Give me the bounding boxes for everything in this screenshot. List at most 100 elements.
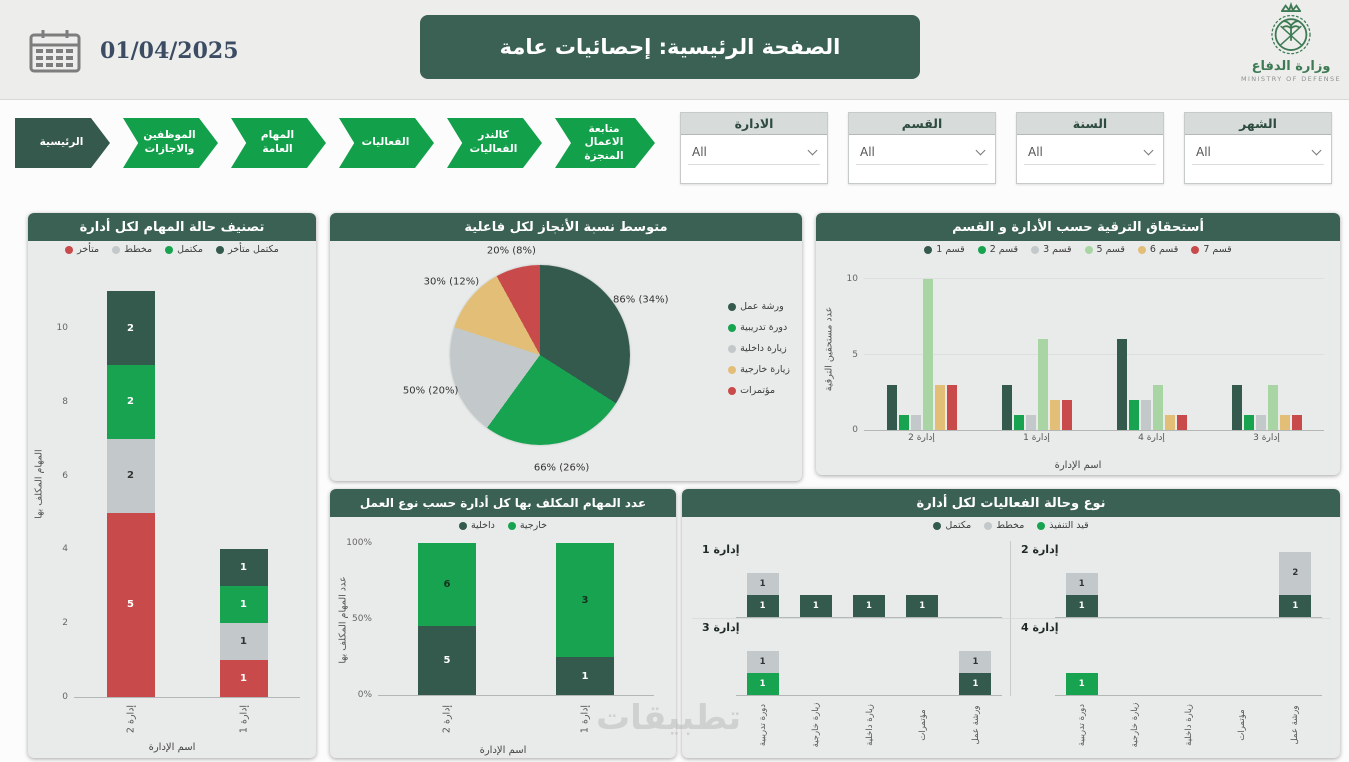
bar-دورة تدريبية[interactable]: 1 — [1065, 623, 1098, 695]
bar-segment[interactable]: 1 — [959, 651, 992, 674]
bar-segment[interactable]: 1 — [746, 573, 779, 595]
bar-زيارة داخلية[interactable] — [853, 623, 885, 696]
bar-segment[interactable]: 2 — [106, 364, 155, 439]
bar-segment[interactable]: 1 — [1065, 673, 1098, 695]
bar-segment[interactable]: 1 — [219, 586, 268, 624]
bar-segment[interactable]: 1 — [746, 651, 779, 674]
chevron-down-icon[interactable] — [975, 145, 986, 156]
bar-قسم 6[interactable] — [934, 384, 945, 430]
legend-item[interactable]: قسم 2 — [977, 244, 1018, 255]
bar-segment[interactable]: 5 — [106, 512, 155, 697]
nav-item-events[interactable]: الفعاليات — [339, 118, 434, 168]
bar-قسم 2[interactable] — [1013, 414, 1024, 430]
bar-segment[interactable]: 6 — [418, 543, 476, 626]
chevron-down-icon[interactable] — [1311, 145, 1322, 156]
bar-قسم 1[interactable] — [1116, 339, 1127, 430]
bar-قسم 5[interactable] — [1267, 384, 1278, 430]
legend-item[interactable]: زيارة خارجية — [728, 364, 790, 375]
bar-قسم 7[interactable] — [946, 384, 957, 430]
legend-item[interactable]: قسم 6 — [1137, 244, 1178, 255]
nav-item-employees-vacations[interactable]: الموظفين والاجازات — [123, 118, 218, 168]
bar-segment[interactable]: 1 — [906, 594, 939, 617]
nav-item-events-calendar[interactable]: كالندر الفعاليات — [447, 118, 542, 168]
bar-segment[interactable]: 2 — [1279, 551, 1312, 595]
bar-زيارة خارجية[interactable] — [1119, 545, 1151, 617]
legend-item[interactable]: داخلية — [458, 520, 495, 531]
bar-قسم 3[interactable] — [1140, 399, 1151, 430]
bar-segment[interactable]: 1 — [799, 594, 832, 617]
bar-segment[interactable]: 3 — [556, 543, 614, 657]
month-dropdown[interactable]: All — [1192, 140, 1324, 165]
legend-item[interactable]: دورة تدريبية — [728, 322, 787, 333]
bar-قسم 5[interactable] — [1152, 384, 1163, 430]
bar-segment[interactable]: 1 — [746, 594, 779, 617]
bar-segment[interactable]: 5 — [418, 625, 476, 695]
bar-إدارة 2[interactable]: 5 2 2 2 — [106, 269, 155, 697]
bar-قسم 6[interactable] — [1164, 414, 1175, 430]
bar-قسم 7[interactable] — [1061, 399, 1072, 430]
bar-إدارة 2[interactable]: 56 — [418, 543, 476, 695]
bar-segment[interactable]: 1 — [219, 660, 268, 697]
chevron-down-icon[interactable] — [807, 145, 818, 156]
bar-قسم 1[interactable] — [886, 384, 897, 430]
legend-item[interactable]: قسم 7 — [1191, 244, 1232, 255]
administration-dropdown[interactable]: All — [688, 140, 820, 165]
legend-item[interactable]: زيارة داخلية — [728, 343, 787, 354]
legend-item[interactable]: قسم 3 — [1031, 244, 1072, 255]
bar-قسم 6[interactable] — [1279, 414, 1290, 430]
bar-قسم 2[interactable] — [1243, 414, 1254, 430]
department-dropdown[interactable]: All — [856, 140, 988, 165]
bar-قسم 3[interactable] — [1255, 414, 1266, 430]
bar-قسم 3[interactable] — [1025, 414, 1036, 430]
bar-segment[interactable]: 2 — [106, 438, 155, 513]
bar-segment[interactable]: 1 — [959, 673, 992, 695]
bar-إدارة 1[interactable]: 13 — [556, 543, 614, 695]
bar-segment[interactable]: 1 — [853, 594, 885, 617]
bar-إدارة 1[interactable]: 1 1 1 1 — [219, 269, 268, 697]
pie-chart[interactable] — [450, 265, 630, 445]
bar-زيارة داخلية[interactable]: 1 — [853, 545, 885, 617]
legend-item[interactable]: ورشة عمل — [728, 301, 784, 312]
bar-segment[interactable]: 1 — [1065, 594, 1098, 617]
bar-مؤتمرات[interactable] — [906, 623, 938, 696]
year-dropdown[interactable]: All — [1024, 140, 1156, 165]
bar-مؤتمرات[interactable]: 1 — [906, 545, 939, 617]
bar-ورشة عمل[interactable] — [959, 545, 991, 617]
legend-item[interactable]: مخطط — [112, 244, 152, 255]
bar-زيارة خارجية[interactable]: 1 — [799, 545, 832, 617]
bar-زيارة خارجية[interactable] — [1119, 623, 1151, 696]
bar-ورشة عمل[interactable]: 11 — [959, 623, 992, 695]
legend-item[interactable]: مكتمل متأخر — [216, 244, 279, 255]
legend-item[interactable]: خارجية — [507, 520, 547, 531]
bar-قسم 3[interactable] — [910, 414, 921, 430]
bar-زيارة داخلية[interactable] — [1173, 623, 1205, 696]
legend-item[interactable]: متأخر — [65, 244, 99, 255]
nav-item-general-tasks[interactable]: المهام العامة — [231, 118, 326, 168]
bar-segment[interactable]: 1 — [219, 623, 268, 661]
bar-ورشة عمل[interactable]: 12 — [1279, 545, 1312, 617]
bar-ورشة عمل[interactable] — [1279, 623, 1311, 696]
chevron-down-icon[interactable] — [1143, 145, 1154, 156]
bar-segment[interactable]: 1 — [746, 673, 779, 695]
nav-item-home[interactable]: الرئيسية — [15, 118, 110, 168]
legend-item[interactable]: مخطط — [984, 520, 1024, 531]
bar-قسم 6[interactable] — [1049, 399, 1060, 430]
bar-segment[interactable]: 1 — [1279, 594, 1312, 617]
bar-segment[interactable]: 2 — [106, 291, 155, 365]
bar-قسم 2[interactable] — [1128, 399, 1139, 430]
bar-قسم 1[interactable] — [1001, 384, 1012, 430]
bar-زيارة خارجية[interactable] — [800, 623, 832, 696]
bar-مؤتمرات[interactable] — [1226, 623, 1258, 696]
bar-قسم 7[interactable] — [1291, 414, 1302, 430]
legend-item[interactable]: مكتمل — [933, 520, 971, 531]
bar-دورة تدريبية[interactable]: 11 — [1065, 545, 1098, 617]
bar-segment[interactable]: 1 — [1065, 573, 1098, 595]
bar-زيارة داخلية[interactable] — [1173, 545, 1205, 617]
bar-دورة تدريبية[interactable]: 11 — [746, 623, 779, 695]
bar-segment[interactable]: 1 — [219, 549, 268, 587]
legend-item[interactable]: قسم 5 — [1084, 244, 1125, 255]
bar-قسم 5[interactable] — [922, 279, 933, 430]
bar-قسم 1[interactable] — [1231, 384, 1242, 430]
bar-مؤتمرات[interactable] — [1226, 545, 1258, 617]
legend-item[interactable]: قيد التنفيذ — [1037, 520, 1089, 531]
